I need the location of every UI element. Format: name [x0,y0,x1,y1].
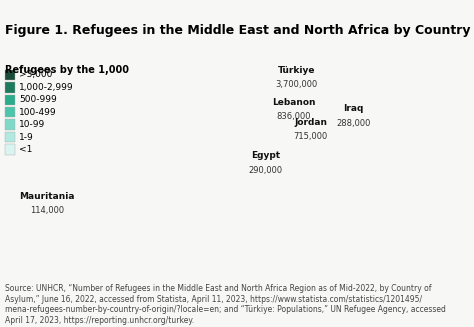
Text: 3,700,000: 3,700,000 [275,80,318,89]
Text: <1: <1 [19,145,32,154]
Text: Iraq: Iraq [343,104,363,113]
Text: 10-99: 10-99 [19,120,45,129]
Text: Lebanon: Lebanon [272,97,315,107]
Text: Jordan: Jordan [294,118,327,127]
Text: 715,000: 715,000 [293,132,328,141]
Text: 288,000: 288,000 [336,119,370,128]
Text: 1-9: 1-9 [19,132,34,142]
Text: 836,000: 836,000 [276,112,311,121]
Text: Refugees by the 1,000: Refugees by the 1,000 [5,65,129,76]
Text: Figure 1. Refugees in the Middle East and North Africa by Country of Asylum, 202: Figure 1. Refugees in the Middle East an… [5,24,474,37]
Text: Egypt: Egypt [251,151,280,160]
Text: 114,000: 114,000 [30,206,64,215]
Text: 100-499: 100-499 [19,108,56,117]
Text: 500-999: 500-999 [19,95,57,104]
Text: Mauritania: Mauritania [19,192,75,201]
Text: 1,000-2,999: 1,000-2,999 [19,83,73,92]
Text: Source: UNHCR, “Number of Refugees in the Middle East and North Africa Region as: Source: UNHCR, “Number of Refugees in th… [5,284,446,325]
Text: 290,000: 290,000 [248,166,283,175]
Text: >3,000: >3,000 [19,70,52,79]
Text: Türkiye: Türkiye [278,66,315,75]
